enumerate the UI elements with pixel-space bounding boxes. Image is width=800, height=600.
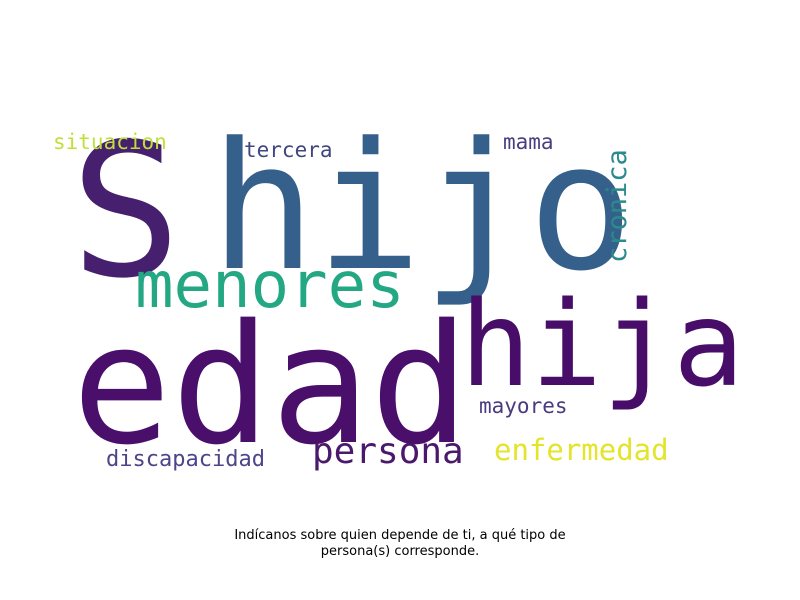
word-discapacidad: discapacidad — [106, 447, 265, 472]
word-cronica: cronica — [602, 149, 633, 263]
word-enfermedad: enfermedad — [494, 433, 669, 467]
word-persona: persona — [312, 431, 464, 472]
word-tercera: tercera — [244, 138, 333, 162]
word-menores: menores — [135, 249, 405, 323]
word-edad: edad — [72, 289, 469, 481]
word-mama: mama — [503, 130, 554, 154]
caption: Indícanos sobre quien depende de ti, a q… — [150, 528, 650, 560]
word-situacion: situacion — [53, 130, 167, 154]
word-mayores: mayores — [479, 394, 568, 418]
word-s: S — [70, 103, 181, 319]
caption-line-1: Indícanos sobre quien depende de ti, a q… — [234, 528, 566, 543]
caption-line-2: persona(s) corresponde. — [320, 544, 480, 559]
word-hijo: hijo — [210, 105, 634, 310]
word-hija: hija — [460, 275, 744, 413]
